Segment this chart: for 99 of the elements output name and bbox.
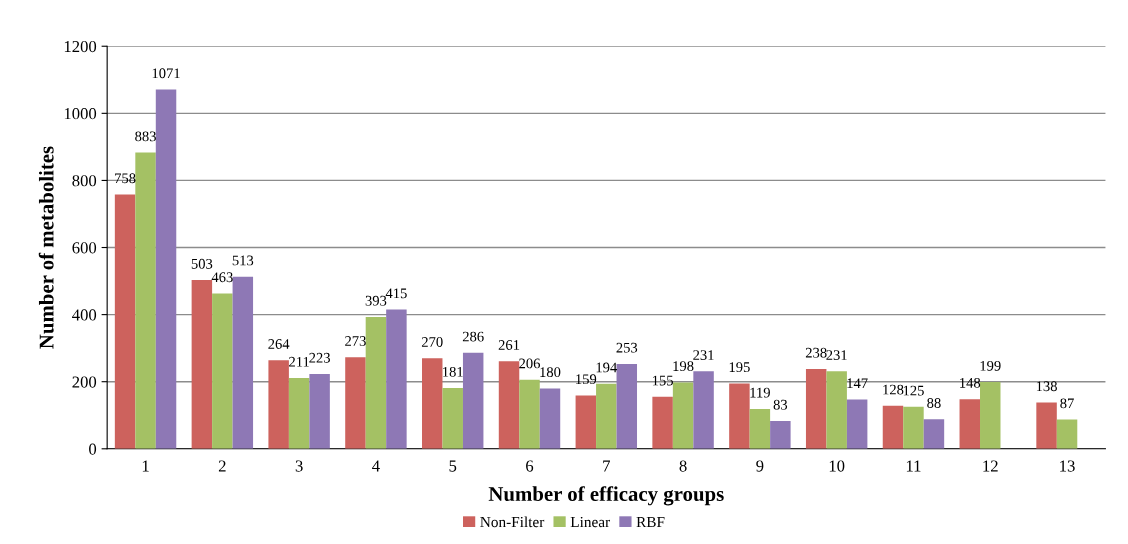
- data-label: 148: [960, 377, 981, 388]
- data-label: 231: [693, 350, 714, 360]
- data-label: 758: [115, 173, 136, 184]
- legend-label: Non-Filter: [480, 516, 545, 528]
- x-tick-label: 3: [295, 460, 303, 472]
- data-label: 223: [309, 352, 330, 363]
- x-tick-label: 4: [372, 460, 380, 472]
- bar: [1056, 419, 1078, 449]
- legend-label: Linear: [570, 516, 611, 528]
- data-label: 503: [191, 258, 213, 269]
- bar: [519, 379, 540, 449]
- data-label: 195: [729, 362, 750, 373]
- data-label: 159: [576, 374, 597, 385]
- bar: [826, 371, 847, 449]
- x-tick-label: 13: [1060, 460, 1075, 472]
- data-label: 273: [345, 336, 366, 346]
- data-label: 199: [980, 360, 1001, 371]
- bar: [959, 399, 981, 449]
- data-label: 393: [365, 295, 387, 306]
- data-label: 119: [750, 387, 770, 398]
- bar: [155, 89, 177, 449]
- bar: [923, 419, 945, 449]
- data-label: 87: [1060, 398, 1074, 409]
- data-label: 286: [462, 331, 484, 342]
- data-label: 198: [673, 361, 694, 372]
- bar: [980, 382, 1001, 449]
- y-tick-label: 600: [72, 242, 97, 254]
- data-label: 264: [268, 339, 290, 349]
- data-label: 231: [826, 350, 847, 360]
- data-label: 415: [385, 288, 407, 299]
- y-tick-label: 200: [72, 376, 97, 388]
- x-tick-label: 5: [449, 460, 457, 472]
- x-tick-label: 6: [526, 460, 534, 472]
- legend-label: RBF: [636, 516, 665, 528]
- bar: [882, 405, 904, 449]
- bar: [114, 194, 136, 449]
- data-label: 125: [903, 385, 924, 396]
- bar: [386, 309, 407, 449]
- y-tick-label: 1200: [64, 40, 97, 53]
- bar: [749, 408, 771, 449]
- bar: [135, 152, 156, 449]
- bar: [903, 406, 924, 449]
- data-label: 83: [773, 399, 788, 410]
- data-label: 211: [289, 356, 309, 367]
- bar: [191, 280, 213, 449]
- bar: [846, 399, 868, 449]
- x-axis-title: Number of efficacy groups: [488, 486, 724, 506]
- data-label: 513: [232, 255, 254, 266]
- bar: [288, 378, 310, 449]
- bar: [596, 383, 617, 449]
- data-label: 270: [421, 337, 443, 347]
- bar: [345, 357, 366, 449]
- data-label: 155: [652, 375, 673, 386]
- x-tick-label: 2: [218, 460, 226, 472]
- bar: [442, 388, 463, 449]
- bar: [693, 371, 714, 449]
- bar: [575, 395, 597, 449]
- x-tick-label: 10: [829, 460, 845, 472]
- data-label: 181: [443, 366, 463, 377]
- bar: [232, 276, 254, 449]
- bar: [672, 382, 694, 449]
- data-label: 463: [211, 272, 233, 283]
- bar: [365, 316, 387, 449]
- bar: [539, 388, 561, 449]
- data-label: 194: [596, 362, 618, 373]
- data-label: 147: [847, 378, 868, 388]
- bar: [616, 363, 638, 449]
- data-label: 253: [616, 342, 638, 353]
- y-tick-label: 1000: [64, 108, 97, 120]
- x-tick-label: 1: [142, 460, 149, 472]
- y-tick-label: 0: [89, 443, 97, 455]
- data-label: 238: [805, 347, 827, 358]
- x-tick-label: 11: [906, 460, 921, 472]
- x-tick-label: 7: [603, 460, 610, 472]
- y-tick-label: 400: [72, 309, 97, 321]
- x-tick-label: 12: [983, 460, 998, 472]
- data-label: 128: [883, 384, 904, 395]
- bar: [462, 352, 484, 449]
- data-label: 883: [135, 131, 156, 142]
- y-tick-label: 800: [72, 175, 97, 187]
- bar: [805, 368, 827, 449]
- bar: [422, 358, 443, 449]
- bar: [309, 373, 330, 449]
- bar: [212, 293, 233, 449]
- data-label: 88: [927, 398, 941, 408]
- bar: [1036, 402, 1057, 449]
- bar: [652, 396, 673, 449]
- bar: [770, 420, 791, 449]
- data-label: 206: [519, 358, 541, 369]
- data-label: 138: [1036, 381, 1057, 392]
- bar: [268, 360, 289, 449]
- y-axis-title: Number of metabolites: [38, 146, 54, 349]
- data-label: 1071: [152, 68, 180, 79]
- data-label: 261: [498, 340, 520, 350]
- bar: [498, 361, 520, 449]
- bar: [729, 383, 750, 449]
- x-tick-label: 9: [756, 460, 764, 472]
- data-label: 180: [540, 367, 561, 378]
- x-tick-label: 8: [679, 460, 687, 472]
